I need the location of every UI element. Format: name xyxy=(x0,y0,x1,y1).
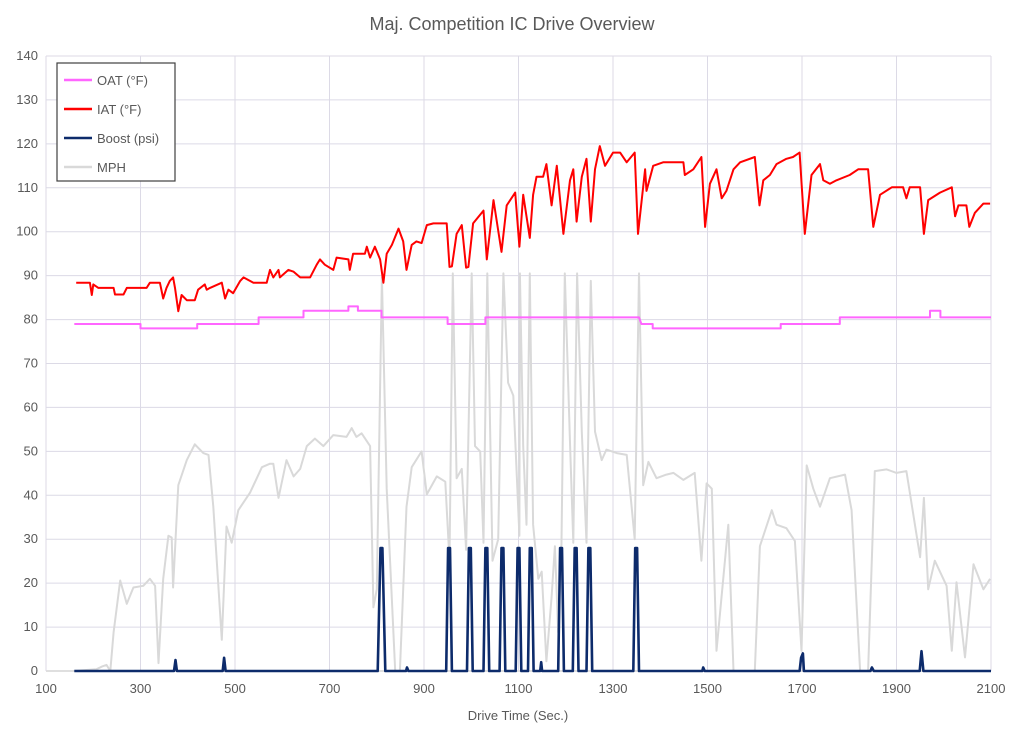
y-tick-label: 100 xyxy=(16,224,38,239)
x-tick-label: 1500 xyxy=(693,681,722,696)
y-tick-label: 80 xyxy=(24,312,38,327)
legend-label-boost: Boost (psi) xyxy=(97,131,159,146)
y-tick-label: 70 xyxy=(24,356,38,371)
y-tick-label: 0 xyxy=(31,663,38,678)
chart-title: Maj. Competition IC Drive Overview xyxy=(369,14,655,34)
y-tick-label: 130 xyxy=(16,92,38,107)
x-tick-label: 1100 xyxy=(505,681,533,696)
x-tick-label: 300 xyxy=(130,681,152,696)
series-line-mph xyxy=(73,272,991,672)
x-tick-label: 1900 xyxy=(882,681,911,696)
y-tick-label: 20 xyxy=(24,575,38,590)
x-tick-label: 100 xyxy=(35,681,57,696)
y-tick-label: 60 xyxy=(24,399,38,414)
y-tick-label: 90 xyxy=(24,268,38,283)
legend: OAT (°F) IAT (°F) Boost (psi) MPH xyxy=(56,62,176,182)
legend-box xyxy=(56,62,176,182)
x-tick-label: 900 xyxy=(413,681,435,696)
series-lines xyxy=(73,145,991,673)
legend-label-oat: OAT (°F) xyxy=(97,73,148,88)
y-tick-label: 140 xyxy=(16,48,38,63)
x-tick-label: 700 xyxy=(319,681,341,696)
y-tick-label: 30 xyxy=(24,531,38,546)
y-tick-label: 120 xyxy=(16,136,38,151)
x-tick-label: 1300 xyxy=(599,681,628,696)
y-tick-label: 10 xyxy=(24,619,38,634)
series-line-boost xyxy=(74,546,991,673)
x-axis-ticks: 100 300 500 700 900 1100 1300 1500 1700 1900 2100 xyxy=(35,681,1005,696)
y-axis-ticks: 0 10 20 30 40 50 60 70 80 90 100 110 120 130 140 xyxy=(16,48,38,678)
x-tick-label: 2100 xyxy=(977,681,1006,696)
y-tick-label: 50 xyxy=(24,443,38,458)
series-line-iat xyxy=(76,145,991,313)
legend-label-mph: MPH xyxy=(97,160,126,175)
x-axis-label: Drive Time (Sec.) xyxy=(468,708,568,723)
y-tick-label: 40 xyxy=(24,487,38,502)
y-tick-label: 110 xyxy=(17,180,38,195)
series-line-oat xyxy=(74,305,991,330)
legend-label-iat: IAT (°F) xyxy=(97,102,141,117)
x-tick-label: 500 xyxy=(224,681,246,696)
x-tick-label: 1700 xyxy=(788,681,817,696)
